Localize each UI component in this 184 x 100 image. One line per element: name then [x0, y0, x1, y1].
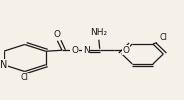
Text: Cl: Cl: [159, 32, 167, 42]
Text: N: N: [83, 46, 90, 55]
Text: O: O: [122, 46, 129, 55]
Text: NH₂: NH₂: [90, 28, 107, 37]
Text: N: N: [0, 60, 7, 70]
Text: O: O: [71, 46, 78, 55]
Text: Cl: Cl: [21, 74, 29, 82]
Text: O: O: [54, 30, 61, 38]
